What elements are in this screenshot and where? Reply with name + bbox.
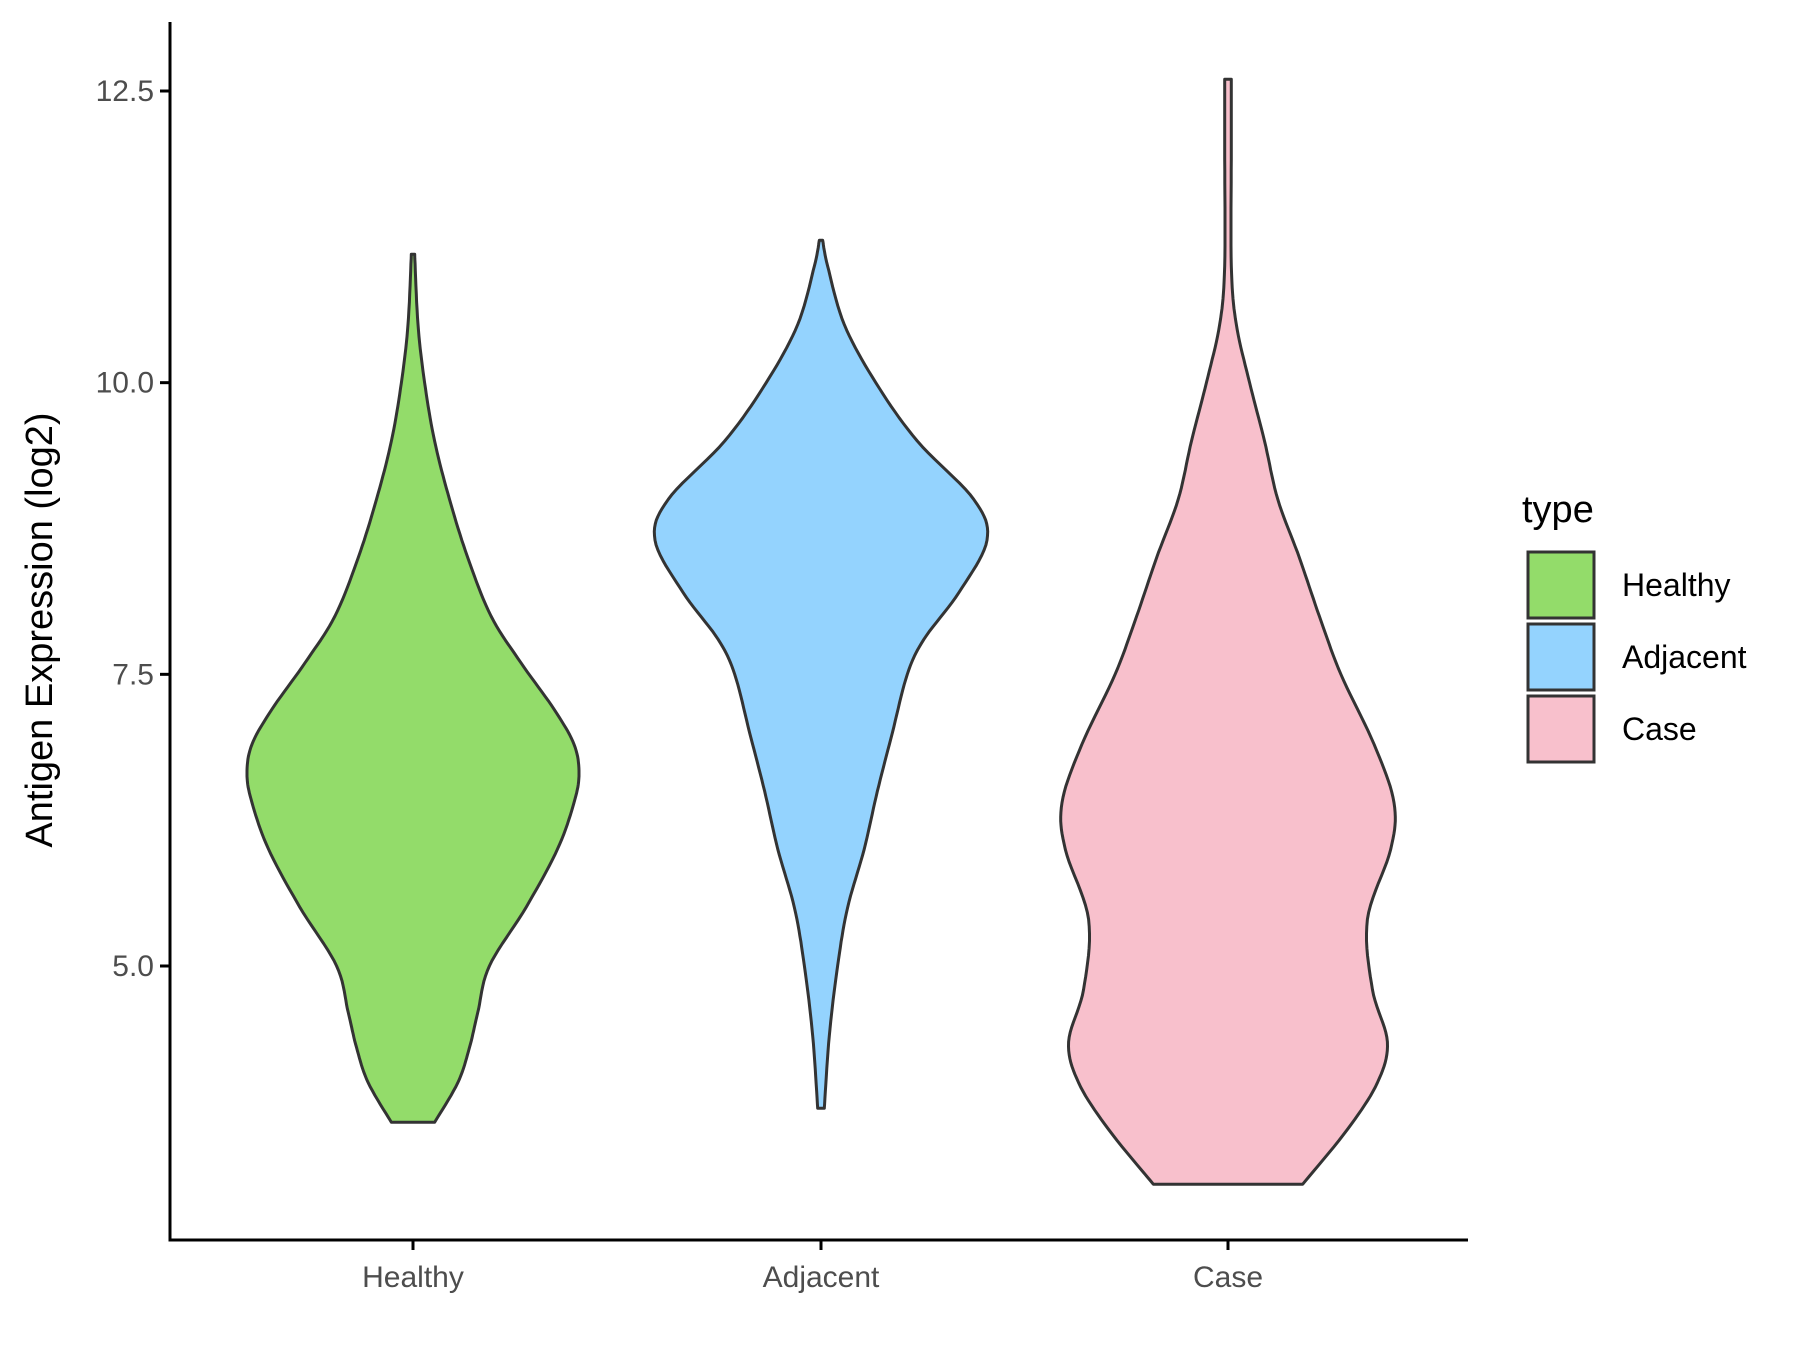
legend-key-case [1526,694,1596,764]
y-ticks-group: 5.0 7.5 10.0 12.5 [96,75,170,983]
violin-healthy [245,252,581,1124]
y-axis-title: Antigen Expression (log2) [19,412,61,847]
y-tick-label: 12.5 [96,75,154,108]
legend: type Healthy Adjacent Case [1522,489,1747,764]
legend-key-adjacent [1526,622,1596,692]
legend-label-adjacent: Adjacent [1622,639,1747,675]
violin-case [1059,77,1397,1186]
legend-title: type [1522,489,1594,531]
y-tick-label: 7.5 [112,658,154,691]
x-tick-label-adjacent: Adjacent [763,1261,880,1294]
violin-adjacent [652,238,990,1110]
x-tick-label-healthy: Healthy [362,1261,464,1294]
legend-label-healthy: Healthy [1622,567,1731,603]
x-tick-label-case: Case [1193,1261,1263,1294]
legend-label-case: Case [1622,711,1697,747]
x-ticks-group: Healthy Adjacent Case [362,1240,1263,1294]
axes-group [168,22,1468,1242]
y-tick-label: 5.0 [112,950,154,983]
y-tick-label: 10.0 [96,367,154,400]
violins-group [245,77,1397,1186]
legend-key-healthy [1526,550,1596,620]
